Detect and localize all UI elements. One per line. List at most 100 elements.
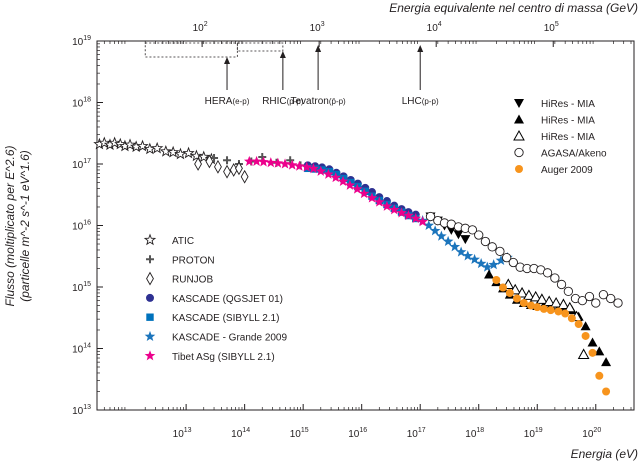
legend-marker — [514, 114, 524, 124]
data-point — [487, 242, 497, 252]
data-point — [502, 253, 512, 263]
data-point — [577, 295, 588, 306]
data-point — [265, 157, 277, 168]
data-point — [403, 209, 414, 221]
y-tick-label: 1018 — [72, 97, 91, 110]
x-tick-label: 1017 — [407, 427, 426, 440]
y-tick-label: 1013 — [72, 404, 91, 417]
data-point — [557, 298, 570, 309]
data-point — [396, 207, 407, 218]
legend-marker — [143, 233, 157, 246]
legend-marker — [514, 147, 524, 158]
legend-marker — [144, 330, 156, 342]
data-point — [516, 286, 528, 298]
data-point — [588, 348, 597, 357]
series-auger-2009 — [492, 275, 611, 396]
y-tick-label: 1017 — [72, 158, 91, 171]
data-point — [460, 235, 471, 245]
data-point — [567, 314, 576, 323]
data-point — [373, 196, 385, 207]
data-point — [481, 261, 493, 272]
data-point — [536, 293, 548, 304]
data-point — [251, 155, 262, 166]
data-point — [523, 289, 535, 300]
data-point — [474, 230, 484, 240]
data-point — [388, 204, 400, 215]
data-point — [577, 348, 590, 359]
legend-label: Auger 2009 — [541, 165, 593, 176]
legend-marker — [146, 255, 154, 264]
data-point — [436, 230, 447, 241]
data-point — [429, 225, 441, 236]
data-point — [580, 321, 591, 331]
legend-marker — [146, 293, 154, 302]
x-tick-label: 1015 — [290, 427, 309, 440]
data-point — [550, 296, 562, 308]
data-point — [286, 156, 295, 165]
data-point — [613, 298, 623, 308]
data-point — [166, 145, 180, 158]
legend-label: HiRes - MIA — [541, 99, 595, 110]
accelerator-label: RHIC(p-p) — [262, 96, 304, 107]
data-point — [294, 160, 305, 171]
legend-label: KASCADE - Grande 2009 — [172, 333, 287, 344]
legend-label: ATIC — [172, 236, 194, 247]
data-point — [308, 163, 319, 174]
data-point — [595, 371, 604, 380]
data-point — [539, 304, 548, 313]
series-agasa-akeno — [425, 211, 623, 308]
data-point — [223, 164, 231, 179]
data-point — [123, 138, 137, 151]
accelerator-box — [236, 42, 284, 52]
data-point — [488, 259, 499, 270]
data-point — [323, 168, 334, 179]
series-tibet-asg-sibyll-2-1- — [243, 155, 428, 227]
data-point — [542, 268, 553, 278]
data-point — [495, 254, 507, 265]
top-tick-label: 105 — [544, 21, 559, 34]
data-point — [381, 200, 393, 211]
data-point — [258, 152, 267, 161]
data-point — [554, 307, 563, 316]
legend-label: AGASA/Akeno — [541, 149, 607, 160]
accelerator-arrowhead — [279, 51, 286, 58]
accelerator-box — [144, 42, 238, 58]
data-point — [351, 183, 363, 194]
legend-marker — [144, 350, 156, 361]
data-point — [462, 250, 474, 261]
data-point — [330, 172, 342, 183]
data-point — [475, 258, 487, 269]
y-tick-label: 1015 — [72, 281, 91, 294]
x-tick-label: 1013 — [173, 427, 192, 440]
data-point — [453, 230, 464, 240]
data-point — [223, 156, 232, 165]
data-point — [442, 235, 454, 246]
data-point — [315, 165, 327, 176]
legend-marker — [146, 271, 154, 286]
data-point — [480, 236, 491, 247]
data-point — [194, 157, 202, 171]
legend-label: HiRes - MIA — [541, 132, 595, 143]
top-tick-label: 102 — [193, 21, 208, 34]
data-point — [591, 298, 601, 308]
top-axis-title: Energia equivalente nel centro di massa … — [389, 1, 638, 15]
data-point — [526, 301, 535, 310]
data-point — [272, 157, 284, 168]
legend-label: RUNJOB — [172, 275, 213, 286]
data-point — [587, 337, 598, 347]
data-point — [159, 144, 172, 157]
data-point — [98, 136, 111, 149]
legend-label: HiRes - MIA — [541, 116, 595, 127]
data-point — [495, 246, 505, 256]
data-point — [301, 161, 313, 172]
data-point — [563, 301, 576, 313]
accelerator-arrowhead — [417, 45, 424, 52]
legend-marker — [515, 165, 523, 173]
y-tick-label: 1019 — [72, 35, 91, 48]
data-point — [344, 179, 356, 190]
x-tick-label: 1018 — [465, 427, 484, 440]
data-point — [533, 303, 542, 312]
data-point — [243, 155, 255, 166]
data-point — [499, 283, 508, 292]
data-point — [484, 269, 495, 279]
